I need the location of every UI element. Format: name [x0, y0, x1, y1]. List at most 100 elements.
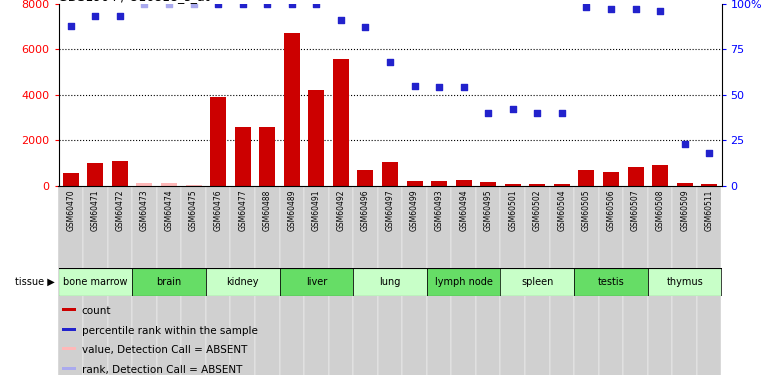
- Point: [703, 150, 715, 156]
- Bar: [235, 126, 250, 186]
- Bar: [501, 186, 525, 375]
- Bar: [58, 186, 83, 375]
- Bar: [480, 182, 496, 186]
- Text: GSM60477: GSM60477: [238, 189, 247, 231]
- Bar: [108, 186, 132, 375]
- Bar: [402, 186, 427, 375]
- Bar: [476, 186, 501, 375]
- Point: [604, 6, 617, 12]
- Text: rank, Detection Call = ABSENT: rank, Detection Call = ABSENT: [82, 365, 242, 375]
- Text: GSM60472: GSM60472: [115, 189, 124, 231]
- Text: GSM60475: GSM60475: [189, 189, 198, 231]
- Text: GSM60495: GSM60495: [484, 189, 493, 231]
- Bar: [353, 268, 427, 296]
- Point: [212, 1, 225, 7]
- Text: GSM60493: GSM60493: [434, 189, 444, 231]
- Bar: [452, 186, 476, 375]
- Text: GSM60502: GSM60502: [533, 189, 542, 231]
- Point: [580, 4, 593, 10]
- Text: kidney: kidney: [226, 277, 259, 287]
- Bar: [112, 160, 128, 186]
- Point: [457, 84, 470, 90]
- Text: GSM60499: GSM60499: [410, 189, 419, 231]
- Bar: [58, 268, 132, 296]
- Bar: [701, 184, 717, 186]
- Point: [506, 106, 519, 112]
- Text: testis: testis: [597, 277, 624, 287]
- Bar: [328, 186, 353, 375]
- Bar: [333, 60, 349, 186]
- Text: GSM60474: GSM60474: [165, 189, 173, 231]
- Bar: [132, 268, 206, 296]
- Bar: [157, 186, 181, 375]
- Text: GSM60494: GSM60494: [459, 189, 468, 231]
- Text: GSM60509: GSM60509: [680, 189, 690, 231]
- Bar: [431, 181, 447, 186]
- Text: GSM60501: GSM60501: [509, 189, 517, 231]
- Point: [114, 13, 126, 20]
- Bar: [427, 186, 452, 375]
- Bar: [230, 186, 255, 375]
- Bar: [181, 186, 206, 375]
- Bar: [525, 186, 550, 375]
- Point: [187, 1, 200, 7]
- Bar: [255, 186, 279, 375]
- Text: value, Detection Call = ABSENT: value, Detection Call = ABSENT: [82, 345, 247, 355]
- Text: tissue ▶: tissue ▶: [15, 277, 55, 287]
- Bar: [697, 186, 722, 375]
- Text: GSM60504: GSM60504: [558, 189, 566, 231]
- Point: [531, 110, 544, 116]
- Text: GSM60492: GSM60492: [336, 189, 346, 231]
- Text: liver: liver: [306, 277, 327, 287]
- Bar: [63, 173, 79, 186]
- Bar: [652, 165, 668, 186]
- Bar: [623, 186, 648, 375]
- Bar: [132, 186, 157, 375]
- Text: GSM60473: GSM60473: [140, 189, 149, 231]
- Point: [310, 1, 323, 7]
- Point: [679, 141, 691, 147]
- Point: [89, 13, 101, 20]
- Bar: [83, 186, 108, 375]
- Text: GSM60471: GSM60471: [90, 189, 100, 231]
- Text: GSM60497: GSM60497: [385, 189, 395, 231]
- Bar: [279, 186, 304, 375]
- Text: count: count: [82, 306, 112, 316]
- Text: GDS1904 / U16818_s_at: GDS1904 / U16818_s_at: [58, 0, 210, 3]
- Bar: [62, 328, 76, 331]
- Point: [408, 82, 420, 88]
- Point: [335, 17, 347, 23]
- Bar: [579, 170, 594, 186]
- Text: GSM60511: GSM60511: [704, 189, 714, 231]
- Bar: [574, 268, 648, 296]
- Point: [555, 110, 568, 116]
- Point: [65, 22, 77, 28]
- Bar: [648, 268, 722, 296]
- Bar: [304, 186, 328, 375]
- Bar: [353, 186, 378, 375]
- Text: GSM60489: GSM60489: [287, 189, 296, 231]
- Bar: [554, 184, 570, 186]
- Text: thymus: thymus: [666, 277, 703, 287]
- Bar: [406, 181, 423, 186]
- Point: [138, 1, 151, 7]
- Bar: [62, 347, 76, 350]
- Bar: [672, 186, 697, 375]
- Text: lymph node: lymph node: [434, 277, 493, 287]
- Text: lung: lung: [379, 277, 401, 287]
- Bar: [550, 186, 574, 375]
- Text: GSM60507: GSM60507: [631, 189, 640, 231]
- Bar: [505, 184, 521, 186]
- Bar: [206, 268, 279, 296]
- Bar: [378, 186, 402, 375]
- Bar: [427, 268, 501, 296]
- Text: GSM60505: GSM60505: [582, 189, 591, 231]
- Bar: [279, 268, 353, 296]
- Bar: [136, 183, 152, 186]
- Point: [433, 84, 445, 90]
- Bar: [62, 308, 76, 311]
- Point: [629, 6, 642, 12]
- Bar: [599, 186, 623, 375]
- Point: [236, 1, 249, 7]
- Text: bone marrow: bone marrow: [63, 277, 128, 287]
